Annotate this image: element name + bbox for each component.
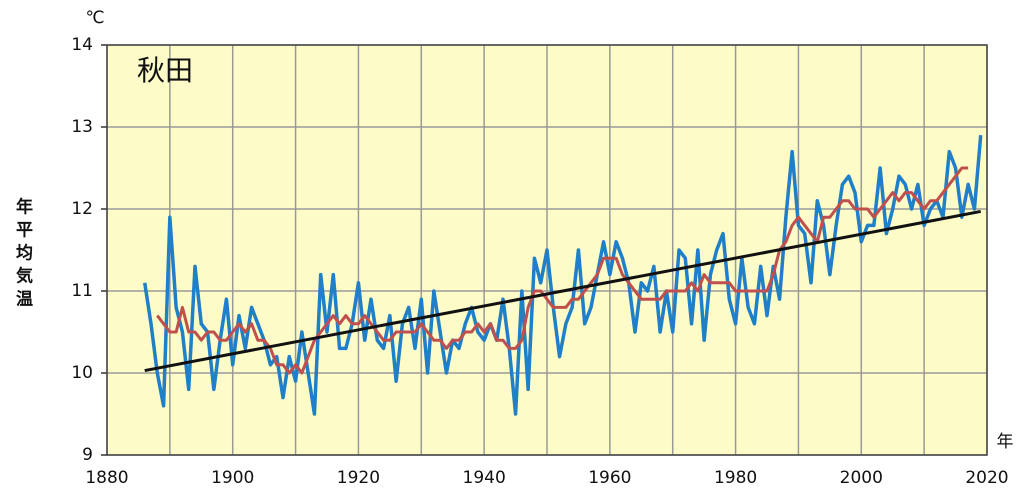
x-tick-label: 1940 [463,468,506,488]
y-tick-label: 11 [71,281,93,301]
x-tick-label: 1960 [588,468,631,488]
plot-frame [106,44,988,456]
series-line [156,166,969,375]
x-tick-label: 2000 [840,468,883,488]
series-line [142,135,983,416]
x-tick-label: 1880 [85,468,128,488]
x-tick-label: 2020 [965,468,1008,488]
x-axis-label: 年 [997,432,1014,452]
x-tick-label: 1920 [337,468,380,488]
chart-title: 秋田 [137,54,193,87]
y-tick-label: 9 [82,445,93,465]
y-unit: ℃ [85,8,104,28]
y-axis-label: 年平均気温 [12,196,34,312]
x-tick-label: 1980 [714,468,757,488]
y-tick-label: 13 [71,117,93,137]
y-tick-label: 12 [71,199,93,219]
y-tick-label: 10 [71,363,93,383]
x-tick-label: 1900 [211,468,254,488]
y-tick-label: 14 [71,35,93,55]
trend-line [144,209,981,373]
